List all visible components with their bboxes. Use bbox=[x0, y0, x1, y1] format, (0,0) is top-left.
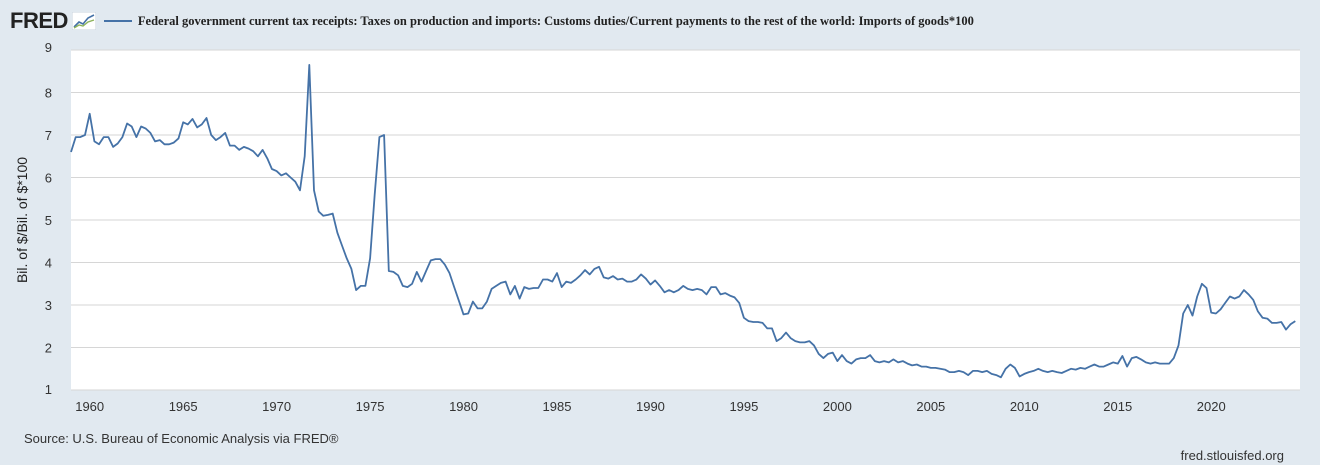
x-tick-label: 1985 bbox=[543, 399, 572, 414]
y-tick-label: 3 bbox=[45, 298, 52, 313]
x-tick-label: 1980 bbox=[449, 399, 478, 414]
x-tick-label: 1970 bbox=[262, 399, 291, 414]
source-note: Source: U.S. Bureau of Economic Analysis… bbox=[24, 431, 339, 446]
x-tick-label: 1995 bbox=[729, 399, 758, 414]
gridlines bbox=[71, 49, 1300, 391]
fred-logo[interactable]: FRED bbox=[10, 8, 68, 33]
fred-logo-graph-icon bbox=[71, 12, 96, 30]
y-tick-label: 9 bbox=[45, 40, 52, 55]
x-tick-label: 1965 bbox=[169, 399, 198, 414]
y-axis-ticks: 1 2 3 4 5 6 7 8 9 bbox=[45, 40, 52, 397]
y-tick-label: 2 bbox=[45, 341, 52, 356]
x-tick-label: 2010 bbox=[1010, 399, 1039, 414]
y-tick-label: 8 bbox=[45, 86, 52, 101]
x-tick-label: 2000 bbox=[823, 399, 852, 414]
y-tick-label: 4 bbox=[45, 256, 52, 271]
legend-line-swatch bbox=[103, 20, 132, 22]
y-tick-label: 1 bbox=[45, 382, 52, 397]
x-tick-label: 1975 bbox=[356, 399, 385, 414]
x-tick-label: 2005 bbox=[916, 399, 945, 414]
x-tick-label: 2020 bbox=[1197, 399, 1226, 414]
y-axis-label: Bil. of $/Bil. of $*100 bbox=[14, 157, 30, 283]
series-title: Federal government current tax receipts:… bbox=[137, 13, 974, 28]
y-tick-label: 7 bbox=[45, 128, 52, 143]
chart-header: FRED Federal government current tax rece… bbox=[10, 8, 974, 34]
y-tick-label: 5 bbox=[45, 213, 52, 228]
site-url-link[interactable]: fred.stlouisfed.org bbox=[1180, 448, 1284, 463]
series-line bbox=[70, 64, 1296, 379]
x-tick-label: 1990 bbox=[636, 399, 665, 414]
x-tick-label: 1960 bbox=[75, 399, 104, 414]
x-axis-ticks: 1960 1965 1970 1975 1980 1985 1990 1995 2000 2005… bbox=[75, 399, 1225, 414]
y-tick-label: 6 bbox=[45, 171, 52, 186]
x-tick-label: 2015 bbox=[1103, 399, 1132, 414]
